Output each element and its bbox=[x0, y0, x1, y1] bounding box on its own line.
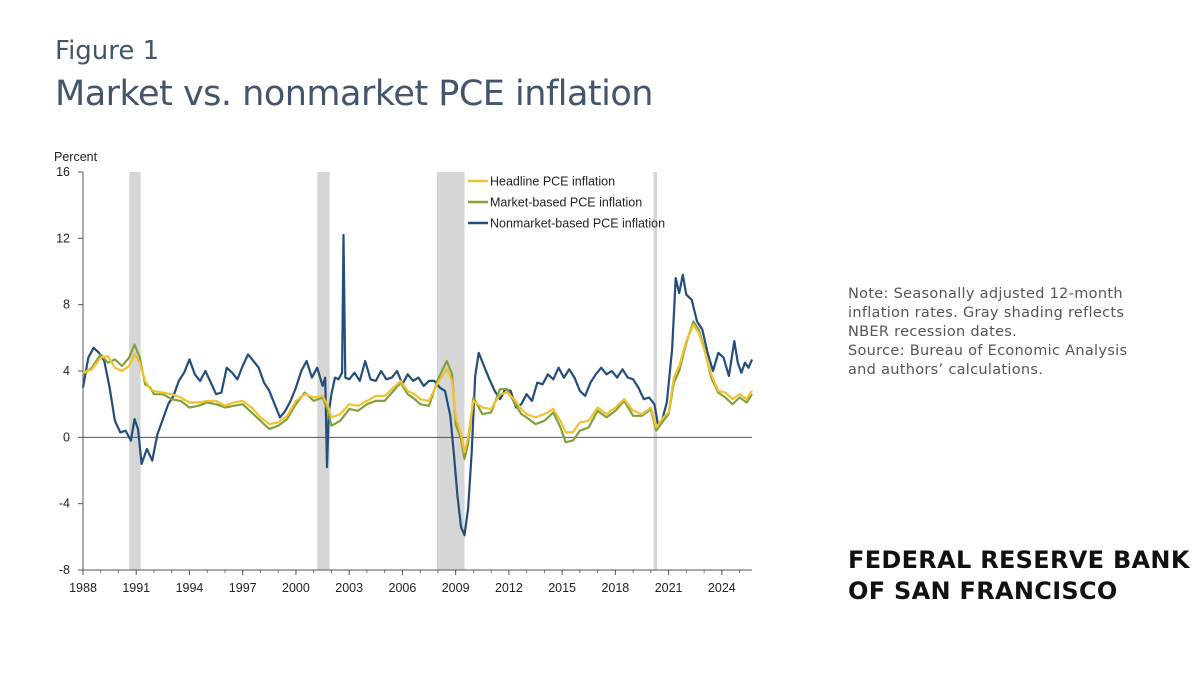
y-tick-label: 16 bbox=[56, 165, 70, 179]
y-tick-label: 4 bbox=[63, 364, 70, 378]
x-tick-label: 2006 bbox=[389, 581, 417, 595]
series-line-headline bbox=[82, 323, 753, 454]
x-tick-label: 1988 bbox=[69, 581, 97, 595]
x-tick-label: 1997 bbox=[229, 581, 257, 595]
chart-title: Market vs. nonmarket PCE inflation bbox=[55, 74, 653, 114]
recession-bar bbox=[317, 172, 330, 570]
legend-label: Headline PCE inflation bbox=[490, 175, 615, 189]
x-tick-label: 2009 bbox=[442, 581, 470, 595]
x-tick-label: 2000 bbox=[282, 581, 310, 595]
x-tick-label: 2012 bbox=[495, 581, 523, 595]
y-tick-label: -8 bbox=[59, 563, 70, 577]
x-tick-label: 2003 bbox=[335, 581, 363, 595]
x-tick-label: 2024 bbox=[708, 581, 736, 595]
series-line-nonmarket bbox=[81, 233, 754, 537]
recession-shading-group bbox=[129, 172, 658, 570]
note-line: Source: Bureau of Economic Analysis bbox=[848, 343, 1128, 359]
note-line: NBER recession dates. bbox=[848, 324, 1018, 340]
x-tick-label: 2018 bbox=[601, 581, 629, 595]
logo-line: OF SAN FRANCISCO bbox=[848, 577, 1118, 605]
series-line-market bbox=[82, 320, 753, 460]
y-tick-label: 8 bbox=[63, 298, 70, 312]
note-line: inflation rates. Gray shading reflects bbox=[848, 305, 1125, 321]
legend-label: Nonmarket-based PCE inflation bbox=[490, 217, 665, 231]
frbsf-logo: FEDERAL RESERVE BANK OF SAN FRANCISCO bbox=[848, 545, 1190, 607]
chart-note: Note: Seasonally adjusted 12-month infla… bbox=[848, 285, 1148, 380]
x-tick-label: 2015 bbox=[548, 581, 576, 595]
recession-bar bbox=[129, 172, 141, 570]
note-line: and authors’ calculations. bbox=[848, 362, 1044, 378]
y-axis-label: Percent bbox=[54, 150, 98, 164]
series-group bbox=[81, 233, 754, 537]
note-line: Note: Seasonally adjusted 12-month bbox=[848, 286, 1123, 302]
x-tick-label: 2021 bbox=[655, 581, 683, 595]
x-tick-label: 1994 bbox=[176, 581, 204, 595]
x-tick-label: 1991 bbox=[122, 581, 150, 595]
y-tick-label: -4 bbox=[59, 497, 70, 511]
logo-line: FEDERAL RESERVE BANK bbox=[848, 546, 1190, 574]
figure-label: Figure 1 bbox=[55, 36, 160, 66]
recession-bar bbox=[653, 172, 658, 570]
y-tick-label: 12 bbox=[56, 231, 70, 245]
y-tick-label: 0 bbox=[63, 430, 70, 444]
legend-label: Market-based PCE inflation bbox=[490, 196, 642, 210]
legend: Headline PCE inflation Market-based PCE i… bbox=[468, 175, 665, 231]
